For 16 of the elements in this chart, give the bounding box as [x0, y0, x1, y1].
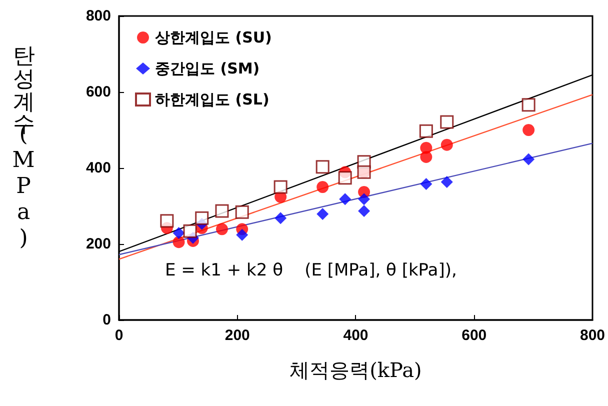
annotation: E = k1 + k2 θ (E [MPa], θ [kPa]),	[165, 260, 457, 280]
y-tick-label: 200	[86, 236, 111, 252]
x-tick-label: 800	[580, 327, 605, 344]
x-tick-label: 600	[462, 327, 487, 344]
x-tick-label: 0	[114, 327, 124, 344]
legend-label: 상한계입도 (SU)	[155, 28, 272, 46]
y-tick-label: 400	[86, 160, 111, 176]
x-tick-label: 200	[224, 327, 250, 344]
y-tick-label: 0	[102, 312, 111, 328]
legend-label: 중간입도 (SM)	[155, 60, 260, 78]
x-tick-label: 400	[343, 327, 368, 344]
y-tick-label: 800	[86, 8, 111, 24]
legend-label: 하한계입도 (SL)	[155, 90, 270, 108]
x-axis-title: 체적응력(kPa)	[290, 358, 422, 382]
y-tick-label: 600	[86, 84, 111, 100]
y-axis-title: 탄성계수(MPa)	[10, 30, 37, 252]
